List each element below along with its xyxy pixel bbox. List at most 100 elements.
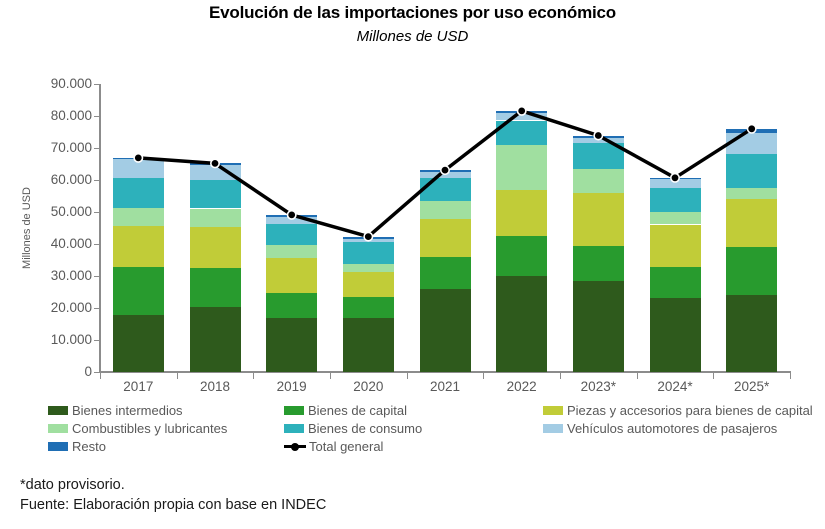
chart-title: Evolución de las importaciones por uso e… xyxy=(209,3,616,22)
bar-segment-resto xyxy=(189,163,241,165)
bar-segment-bienes-intermedios xyxy=(342,318,394,372)
legend: Bienes intermedios Bienes de capital Pieza… xyxy=(48,403,813,454)
bar-segment-bienes-de-consumo xyxy=(112,178,164,208)
x-tick-mark xyxy=(253,373,255,379)
y-tick-label: 90.000 xyxy=(50,76,92,91)
y-tick-mark xyxy=(94,276,99,277)
x-tick-label: 2022 xyxy=(506,379,537,394)
legend-label: Combustibles y lubricantes xyxy=(72,421,228,436)
bar-segment-bienes-intermedios xyxy=(649,298,701,372)
legend-item-piezas-y-accesorios-para-bienes-de-capital: Piezas y accesorios para bienes de capit… xyxy=(543,403,813,418)
y-tick-mark xyxy=(94,308,99,309)
x-tick-label: 2023* xyxy=(580,379,616,394)
bar-segment-bienes-intermedios xyxy=(419,289,471,372)
bar-segment-bienes-de-consumo xyxy=(342,241,394,265)
x-tick-mark xyxy=(330,373,331,379)
bar-segment-resto xyxy=(266,214,318,217)
source-note: Fuente: Elaboración propia con base en I… xyxy=(20,497,327,513)
bar-segment-vehiculos-automotores-de-pasajeros xyxy=(112,158,164,179)
legend-swatch-icon xyxy=(284,406,304,415)
bar-segment-vehiculos-automotores-de-pasajeros xyxy=(726,132,778,154)
legend-item-combustibles-y-lubricantes: Combustibles y lubricantes xyxy=(48,421,284,436)
y-tick-label: 30.000 xyxy=(50,268,92,283)
y-tick-mark xyxy=(94,116,99,117)
legend-label: Total general xyxy=(309,439,384,454)
legend-item-bienes-de-capital: Bienes de capital xyxy=(284,403,543,418)
bar-segment-bienes-de-capital xyxy=(649,267,701,299)
bar-segment-bienes-de-consumo xyxy=(266,224,318,245)
footer: *dato provisorio. Fuente: Elaboración pr… xyxy=(20,475,326,515)
bar-segment-bienes-intermedios xyxy=(266,317,318,372)
bar-segment-resto xyxy=(342,236,394,239)
bar-segment-vehiculos-automotores-de-pasajeros xyxy=(649,179,701,188)
bar-segment-resto xyxy=(649,177,701,180)
x-tick-mark xyxy=(176,373,178,379)
bar-segment-bienes-de-consumo xyxy=(572,142,624,169)
legend-dot-icon xyxy=(291,442,299,451)
bar-segment-resto xyxy=(112,157,164,159)
bar-segment-piezas-y-accesorios-para-bienes-de-capital xyxy=(649,224,701,268)
bar-segment-vehiculos-automotores-de-pasajeros xyxy=(572,138,624,143)
y-tick-label: 40.000 xyxy=(50,236,92,251)
x-tick-label: 2021 xyxy=(429,379,460,394)
x-tick-mark xyxy=(560,373,561,379)
bar-segment-vehiculos-automotores-de-pasajeros xyxy=(496,113,548,121)
bar-segment-bienes-de-capital xyxy=(496,236,548,276)
y-tick-label: 10.000 xyxy=(50,332,92,347)
y-tick-label: 50.000 xyxy=(50,204,92,219)
bar-segment-piezas-y-accesorios-para-bienes-de-capital xyxy=(726,198,778,247)
bar-segment-combustibles-y-lubricantes xyxy=(112,207,164,227)
y-tick-mark xyxy=(94,372,99,373)
y-tick-mark xyxy=(94,180,99,181)
x-tick-mark xyxy=(100,373,101,379)
bar-segment-combustibles-y-lubricantes xyxy=(342,264,394,273)
bar-segment-piezas-y-accesorios-para-bienes-de-capital xyxy=(419,219,471,258)
y-tick-mark xyxy=(94,340,99,341)
y-tick-label: 20.000 xyxy=(50,300,92,315)
y-tick-mark xyxy=(94,212,99,213)
y-tick-label: 80.000 xyxy=(50,108,92,123)
bar-segment-vehiculos-automotores-de-pasajeros xyxy=(189,164,241,181)
bar-segment-bienes-de-capital xyxy=(726,246,778,296)
chart-subtitle: Millones de USD xyxy=(356,28,469,45)
legend-swatch-icon xyxy=(284,424,304,433)
bar-segment-combustibles-y-lubricantes xyxy=(266,244,318,258)
bar-segment-bienes-de-capital xyxy=(189,268,241,308)
legend-label: Bienes intermedios xyxy=(72,403,183,418)
bar-segment-resto xyxy=(419,170,471,172)
x-tick-mark xyxy=(406,373,408,379)
y-tick-label: 0 xyxy=(84,364,92,379)
x-tick-label: 2017 xyxy=(123,379,154,394)
legend-label: Resto xyxy=(72,439,106,454)
bar-segment-piezas-y-accesorios-para-bienes-de-capital xyxy=(189,227,241,268)
legend-item-resto: Resto xyxy=(48,439,284,454)
x-tick-mark xyxy=(713,373,715,379)
x-tick-mark xyxy=(483,373,485,379)
bar-segment-bienes-de-consumo xyxy=(189,180,241,209)
footnote: *dato provisorio. xyxy=(20,477,125,493)
bar-segment-piezas-y-accesorios-para-bienes-de-capital xyxy=(572,193,624,246)
x-tick-label: 2025* xyxy=(734,379,770,394)
x-tick-mark xyxy=(790,373,791,379)
y-axis-label: Millones de USD xyxy=(21,187,33,269)
legend-label: Piezas y accesorios para bienes de capit… xyxy=(567,403,813,418)
bar-segment-bienes-de-capital xyxy=(419,257,471,290)
bar-segment-combustibles-y-lubricantes xyxy=(649,211,701,225)
y-tick-mark xyxy=(94,84,99,85)
bar-segment-bienes-de-consumo xyxy=(649,187,701,212)
bar-segment-piezas-y-accesorios-para-bienes-de-capital xyxy=(266,257,318,293)
x-tick-label: 2020 xyxy=(353,379,384,394)
bar-segment-combustibles-y-lubricantes xyxy=(189,208,241,228)
legend-swatch-icon xyxy=(48,406,68,415)
bar-segment-bienes-de-consumo xyxy=(726,153,778,188)
y-tick-label: 70.000 xyxy=(50,140,92,155)
bar-segment-vehiculos-automotores-de-pasajeros xyxy=(266,216,318,225)
legend-item-total-general: Total general xyxy=(284,439,543,454)
y-axis-line xyxy=(99,84,101,373)
legend-label: Bienes de consumo xyxy=(308,421,423,436)
bar-segment-bienes-de-capital xyxy=(112,267,164,316)
legend-swatch-icon xyxy=(48,442,68,451)
bar-segment-resto xyxy=(726,128,778,133)
legend-swatch-icon xyxy=(48,424,68,433)
